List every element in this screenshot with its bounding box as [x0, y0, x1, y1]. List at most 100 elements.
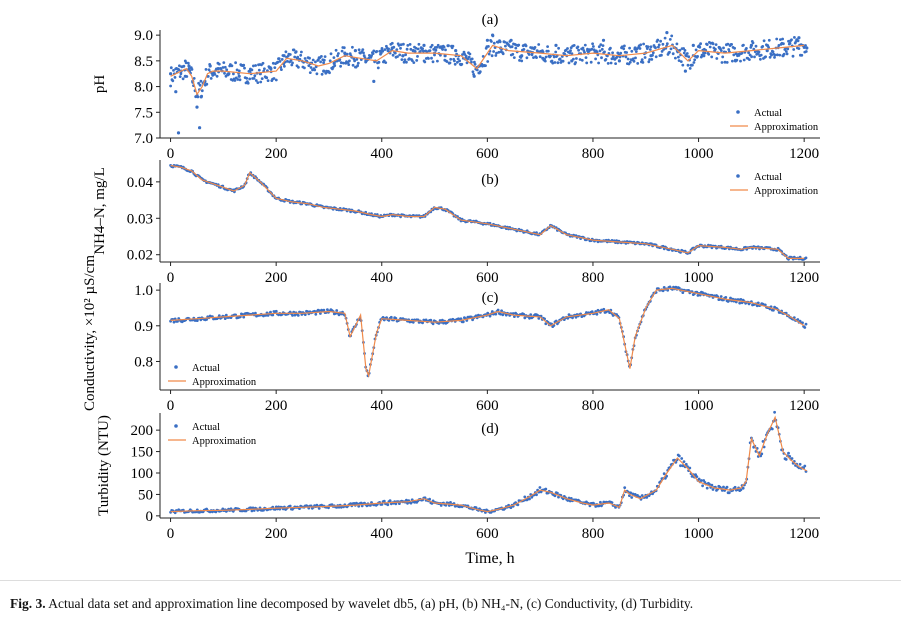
actual-point [618, 55, 622, 59]
actual-point [389, 315, 393, 319]
actual-point [767, 38, 771, 42]
actual-point [719, 295, 723, 298]
actual-point [645, 496, 649, 499]
actual-point [522, 312, 526, 316]
actual-point [219, 67, 223, 70]
actual-point [444, 48, 447, 52]
actual-point [317, 309, 321, 313]
actual-point [722, 46, 725, 50]
actual-point [557, 46, 560, 50]
actual-point [558, 57, 562, 61]
actual-point [356, 61, 360, 65]
actual-point [303, 57, 307, 60]
actual-point [677, 59, 681, 62]
actual-point [260, 77, 264, 80]
actual-point [441, 318, 444, 322]
actual-point [580, 58, 584, 62]
actual-point [556, 61, 560, 65]
actual-point [393, 51, 397, 55]
actual-point [703, 51, 707, 55]
actual-point [473, 60, 476, 64]
actual-point [733, 59, 738, 63]
legend: Actual Approximation [730, 108, 819, 133]
actual-point [430, 56, 433, 60]
actual-point [254, 311, 257, 315]
actual-point [400, 58, 404, 61]
y-tick-label: 8.5 [134, 54, 153, 70]
actual-point [484, 64, 487, 67]
actual-point [631, 57, 635, 61]
y-tick-label: 200 [131, 423, 154, 439]
actual-point [299, 53, 303, 57]
actual-point [753, 50, 757, 54]
actual-point [415, 59, 419, 62]
actual-point [529, 313, 533, 316]
actual-point [447, 44, 450, 48]
actual-point [669, 47, 673, 51]
actual-point [361, 48, 365, 51]
actual-point [250, 509, 254, 513]
actual-point [290, 63, 294, 67]
actual-point [205, 82, 209, 86]
actual-point [714, 43, 718, 46]
actual-point [169, 66, 173, 70]
actual-point [490, 310, 494, 313]
actual-point [650, 58, 654, 61]
actual-point [186, 61, 190, 65]
x-tick-label: 1200 [789, 146, 819, 162]
actual-point [523, 316, 527, 320]
actual-point [327, 506, 330, 510]
actual-point [399, 46, 402, 50]
actual-point [591, 42, 594, 46]
actual-point [308, 71, 312, 74]
actual-point [177, 68, 181, 72]
actual-point [411, 320, 415, 324]
actual-point [456, 57, 460, 61]
actual-point [708, 45, 712, 49]
actual-point [339, 64, 342, 68]
panel-d: 0 200 400 600 800 1000 1200 0 50 100 150 200 (d) Turb… [96, 410, 820, 542]
actual-point [224, 313, 228, 317]
actual-point [264, 314, 268, 317]
actual-point [233, 79, 237, 82]
actual-point [610, 501, 614, 504]
actual-point [181, 77, 185, 81]
actual-point [656, 38, 660, 42]
actual-point [435, 46, 439, 49]
actual-point [428, 497, 431, 501]
actual-point [461, 53, 464, 56]
actual-point [293, 55, 297, 59]
actual-point [339, 61, 343, 65]
actual-point [628, 60, 632, 64]
actual-point [278, 60, 282, 63]
actual-point [322, 69, 326, 73]
actual-point [570, 52, 574, 55]
x-tick-label: 600 [476, 398, 499, 414]
actual-point [798, 462, 802, 466]
legend-approx-label: Approximation [754, 122, 819, 133]
actual-point [284, 50, 288, 54]
actual-point [609, 46, 612, 50]
actual-point [485, 38, 489, 42]
actual-point [733, 46, 736, 50]
y-tick-label: 7.5 [134, 105, 153, 121]
actual-point [660, 50, 664, 53]
actual-point [263, 67, 266, 71]
actual-point [514, 46, 518, 50]
actual-point [528, 497, 531, 501]
y-tick-label: 150 [131, 445, 154, 461]
actual-point [492, 41, 496, 45]
actual-point [319, 312, 322, 315]
actual-point [215, 74, 219, 78]
actual-point [569, 497, 573, 500]
actual-point [639, 43, 643, 47]
x-tick-label: 200 [265, 270, 288, 286]
actual-point [334, 48, 338, 52]
actual-point [646, 45, 650, 49]
x-tick-label: 1000 [684, 270, 714, 286]
actual-point [205, 318, 209, 321]
actual-point [242, 63, 246, 67]
y-tick-label: 0.8 [134, 354, 153, 370]
actual-point [740, 51, 744, 55]
